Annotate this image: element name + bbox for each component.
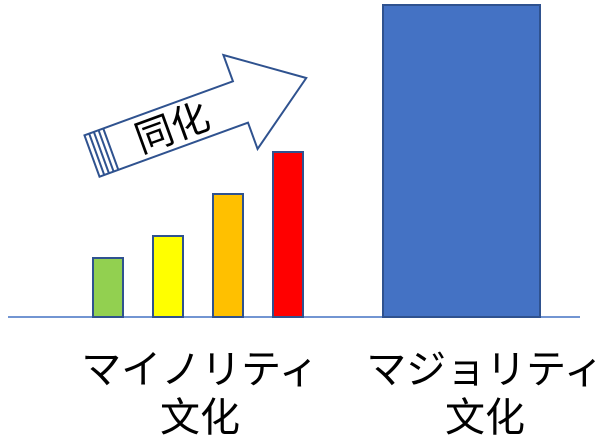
minority-culture-caption: マイノリティ 文化	[70, 346, 330, 442]
arrow-body	[83, 53, 308, 178]
majority-caption-line1: マジョリティ	[366, 347, 601, 393]
arrow-label: 同化	[129, 94, 215, 161]
majority-caption-line2: 文化	[445, 395, 525, 441]
majority-culture-caption: マジョリティ 文化	[360, 346, 601, 442]
minority-bar-3	[212, 193, 244, 318]
minority-bar-1	[92, 257, 124, 318]
minority-caption-line2: 文化	[160, 395, 240, 441]
minority-bar-2	[152, 235, 184, 318]
minority-caption-line1: マイノリティ	[81, 347, 319, 393]
minority-bar-4	[272, 151, 304, 318]
majority-bar	[382, 4, 541, 318]
